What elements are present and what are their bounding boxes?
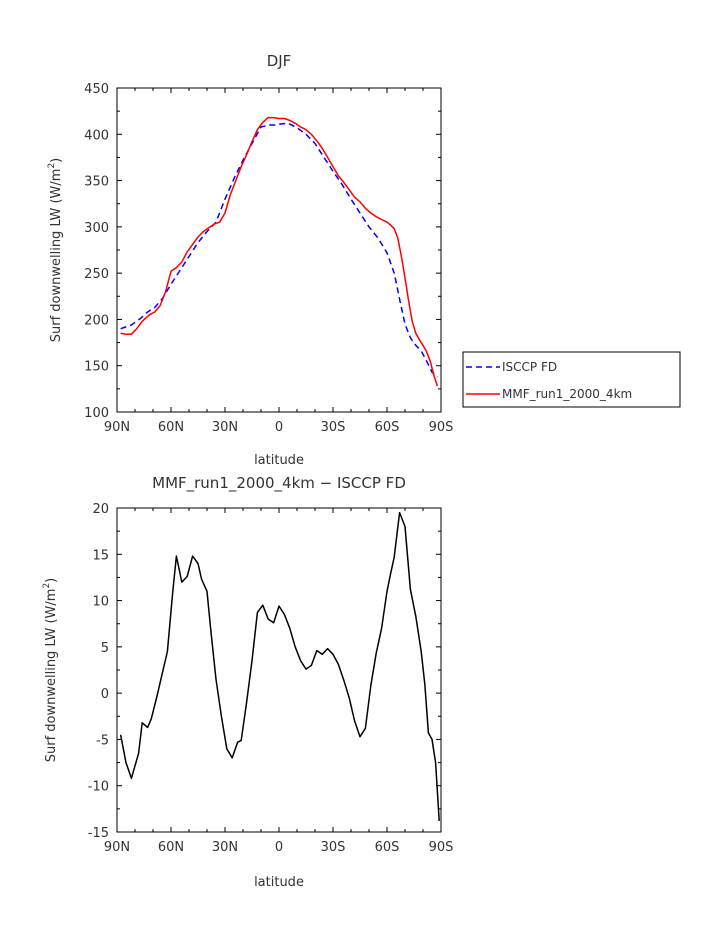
bottom-y-tick-label: -10 bbox=[88, 780, 109, 795]
bottom-x-tick-label: 0 bbox=[275, 840, 283, 855]
bottom-chart-title: MMF_run1_2000_4km − ISCCP FD bbox=[152, 474, 406, 493]
top-y-tick-label: 100 bbox=[84, 406, 109, 421]
bottom-y-tick-label: 5 bbox=[101, 641, 109, 656]
bottom-x-tick-label: 60N bbox=[158, 840, 184, 855]
top-y-tick-label: 200 bbox=[84, 313, 109, 328]
top-y-axis-label-sup: 2 bbox=[47, 163, 57, 169]
top-y-axis-label-main: Surf downwelling LW (W/m bbox=[49, 169, 64, 343]
top-x-tick-label: 30S bbox=[321, 420, 346, 435]
bottom-tick-group: 90N 60N 30N 0 30S 60S 90S -15 -10 -5 0 5 10 15 20 bbox=[88, 502, 454, 855]
bottom-y-tick-label: 20 bbox=[92, 502, 109, 517]
top-y-tick-label: 150 bbox=[84, 360, 109, 375]
bottom-plot-frame bbox=[116, 507, 442, 833]
bottom-series-line-0 bbox=[119, 511, 440, 821]
top-y-axis-label-end: ) bbox=[49, 158, 64, 163]
bottom-y-tick-label: 10 bbox=[92, 595, 109, 610]
top-y-axis-label: Surf downwelling LW (W/m2) bbox=[47, 158, 64, 343]
bottom-series-group bbox=[119, 511, 440, 821]
bottom-y-axis-label-end: ) bbox=[44, 578, 59, 583]
bottom-chart: MMF_run1_2000_4km − ISCCP FD 90N 60N 30N 0 3… bbox=[42, 474, 453, 890]
bottom-y-axis-label-sup: 2 bbox=[42, 583, 52, 589]
top-x-tick-label: 60S bbox=[375, 420, 400, 435]
bottom-x-tick-label: 30S bbox=[321, 840, 346, 855]
bottom-x-axis-label: latitude bbox=[254, 875, 304, 890]
bottom-y-tick-label: -15 bbox=[88, 826, 109, 841]
bottom-y-axis-label: Surf downwelling LW (W/m2) bbox=[42, 578, 59, 763]
top-plot-frame bbox=[116, 87, 442, 413]
top-x-axis-label: latitude bbox=[254, 453, 304, 468]
top-x-tick-label: 30N bbox=[212, 420, 238, 435]
top-x-tick-label: 90S bbox=[429, 420, 454, 435]
top-series-line-0 bbox=[120, 122, 438, 378]
top-y-tick-label: 300 bbox=[84, 221, 109, 236]
bottom-y-tick-label: -5 bbox=[96, 733, 109, 748]
legend-label-isccp: ISCCP FD bbox=[502, 360, 557, 374]
top-series-line-1 bbox=[120, 116, 439, 387]
legend-label-mmf: MMF_run1_2000_4km bbox=[502, 387, 632, 401]
bottom-x-tick-label: 60S bbox=[375, 840, 400, 855]
top-series-group bbox=[120, 116, 439, 387]
top-y-tick-label: 450 bbox=[84, 82, 109, 97]
top-tick-group: 90N 60N 30N 0 30S 60S 90S 100 150 200 250 300 350 400… bbox=[84, 82, 453, 435]
top-x-tick-label: 0 bbox=[275, 420, 283, 435]
bottom-y-axis-label-main: Surf downwelling LW (W/m bbox=[44, 589, 59, 763]
legend-box bbox=[462, 351, 681, 408]
top-chart-title: DJF bbox=[267, 52, 292, 70]
top-y-tick-label: 400 bbox=[84, 128, 109, 143]
bottom-x-tick-label: 30N bbox=[212, 840, 238, 855]
top-chart: DJF 90N 60N 30N 0 30S 60S 90S 100 150 200 250 300 35… bbox=[47, 52, 681, 468]
top-y-tick-label: 350 bbox=[84, 175, 109, 190]
bottom-x-tick-label: 90N bbox=[104, 840, 130, 855]
top-x-tick-label: 60N bbox=[158, 420, 184, 435]
bottom-x-tick-label: 90S bbox=[429, 840, 454, 855]
top-x-tick-label: 90N bbox=[104, 420, 130, 435]
top-y-tick-label: 250 bbox=[84, 267, 109, 282]
top-legend: ISCCP FD MMF_run1_2000_4km bbox=[462, 351, 681, 408]
bottom-y-tick-label: 0 bbox=[101, 687, 109, 702]
bottom-y-tick-label: 15 bbox=[92, 548, 109, 563]
